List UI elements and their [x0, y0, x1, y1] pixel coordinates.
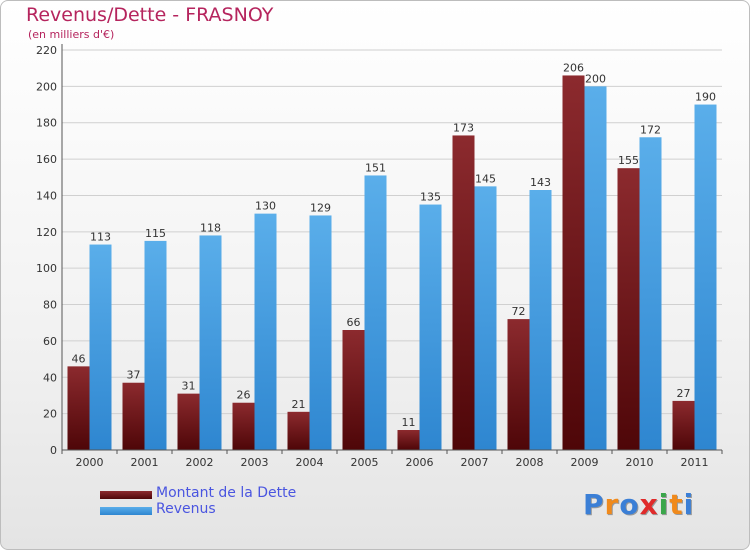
grid-lines — [62, 49, 722, 451]
y-tick-label: 0 — [50, 444, 57, 457]
bar-revenus-2003 — [254, 213, 277, 450]
label-dette-2009: 206 — [563, 61, 584, 74]
label-dette-2001: 37 — [127, 369, 141, 382]
label-dette-2000: 46 — [72, 352, 86, 365]
bar-dette-2000 — [67, 366, 90, 450]
bars-group — [67, 75, 717, 451]
y-tick-label: 160 — [36, 153, 57, 166]
x-tick-label: 2003 — [241, 456, 269, 469]
bar-revenus-2007 — [474, 186, 497, 450]
bar-dette-2008 — [507, 319, 530, 450]
bar-dette-2004 — [287, 411, 310, 450]
y-tick-label: 220 — [36, 44, 57, 57]
logo-letter-3: x — [639, 488, 659, 521]
x-tick-label: 2005 — [351, 456, 379, 469]
bar-revenus-2002 — [199, 235, 222, 450]
label-revenus-2002: 118 — [200, 221, 221, 234]
bar-revenus-2001 — [144, 240, 167, 450]
logo-letter-0: P — [583, 488, 605, 521]
label-revenus-2006: 135 — [420, 191, 441, 204]
label-dette-2005: 66 — [347, 316, 361, 329]
legend-label-revenus: Revenus — [156, 501, 216, 517]
y-tick-label: 80 — [43, 299, 57, 312]
label-dette-2008: 72 — [512, 305, 526, 318]
x-tick-label: 2011 — [681, 456, 709, 469]
bar-dette-2011 — [672, 400, 695, 450]
label-revenus-2000: 113 — [90, 231, 111, 244]
bar-revenus-2004 — [309, 215, 332, 450]
y-tick-label: 180 — [36, 117, 57, 130]
x-tick-label: 2001 — [131, 456, 159, 469]
bar-revenus-2010 — [639, 137, 662, 451]
label-revenus-2011: 190 — [695, 91, 716, 104]
data-labels: 46 113 37 115 31 118 26 130 21 129 66 151 11 135 173 14… — [72, 61, 717, 429]
legend-swatch-debt — [100, 491, 152, 499]
label-dette-2011: 27 — [677, 387, 691, 400]
logo-letter-5: t — [669, 488, 684, 521]
label-revenus-2005: 151 — [365, 161, 386, 174]
label-dette-2003: 26 — [237, 389, 251, 402]
bar-revenus-2009 — [584, 86, 607, 450]
label-dette-2004: 21 — [292, 398, 306, 411]
y-tick-label: 40 — [43, 371, 57, 384]
bar-dette-2001 — [122, 382, 145, 450]
legend-swatch-revenus — [100, 507, 152, 515]
chart-subtitle: (en milliers d'€) — [28, 28, 115, 41]
bar-revenus-2011 — [694, 104, 717, 450]
x-tick-label: 2010 — [626, 456, 654, 469]
label-revenus-2004: 129 — [310, 201, 331, 214]
y-tick-label: 100 — [36, 262, 57, 275]
legend-label-debt: Montant de la Dette — [156, 485, 297, 501]
x-tick-label: 2008 — [516, 456, 544, 469]
label-revenus-2009: 200 — [585, 72, 606, 85]
y-tick-label: 140 — [36, 189, 57, 202]
x-tick-label: 2002 — [186, 456, 214, 469]
bar-dette-2005 — [342, 330, 365, 450]
label-dette-2007: 173 — [453, 121, 474, 134]
y-tick-label: 200 — [36, 80, 57, 93]
bar-revenus-2008 — [529, 190, 552, 450]
logo-letter-4: i — [658, 488, 670, 521]
label-revenus-2001: 115 — [145, 227, 166, 240]
y-tick-label: 20 — [43, 408, 57, 421]
x-tick-label: 2007 — [461, 456, 489, 469]
bar-revenus-2000 — [89, 244, 112, 450]
y-tick-label: 120 — [36, 226, 57, 239]
label-revenus-2010: 172 — [640, 123, 661, 136]
y-tick-label: 60 — [43, 335, 57, 348]
bar-dette-2009 — [562, 75, 585, 451]
label-revenus-2008: 143 — [530, 176, 551, 189]
logo-letter-1: r — [604, 488, 620, 521]
x-tick-label: 2004 — [296, 456, 324, 469]
x-tick-label: 2000 — [76, 456, 104, 469]
x-tick-label: 2009 — [571, 456, 599, 469]
bar-dette-2003 — [232, 402, 255, 450]
bar-dette-2007 — [452, 135, 475, 451]
bar-dette-2002 — [177, 393, 200, 450]
label-revenus-2007: 145 — [475, 172, 496, 185]
label-dette-2002: 31 — [182, 380, 196, 393]
bar-revenus-2006 — [419, 204, 442, 450]
label-dette-2010: 155 — [618, 154, 639, 167]
x-tick-label: 2006 — [406, 456, 434, 469]
logo-letter-2: o — [619, 488, 640, 521]
logo-letter-6: i — [683, 488, 695, 521]
bar-dette-2010 — [617, 168, 640, 450]
label-revenus-2003: 130 — [255, 200, 276, 213]
chart-title: Revenus/Dette - FRASNOY — [26, 4, 274, 26]
axes: 0 20 40 60 80 100 120 140 160 180 200 220 2000 2001 20… — [36, 44, 723, 469]
proxiti-logo: Proxiti — [583, 488, 694, 521]
label-dette-2006: 11 — [402, 416, 416, 429]
bar-revenus-2005 — [364, 175, 387, 451]
bar-dette-2006 — [397, 430, 420, 450]
